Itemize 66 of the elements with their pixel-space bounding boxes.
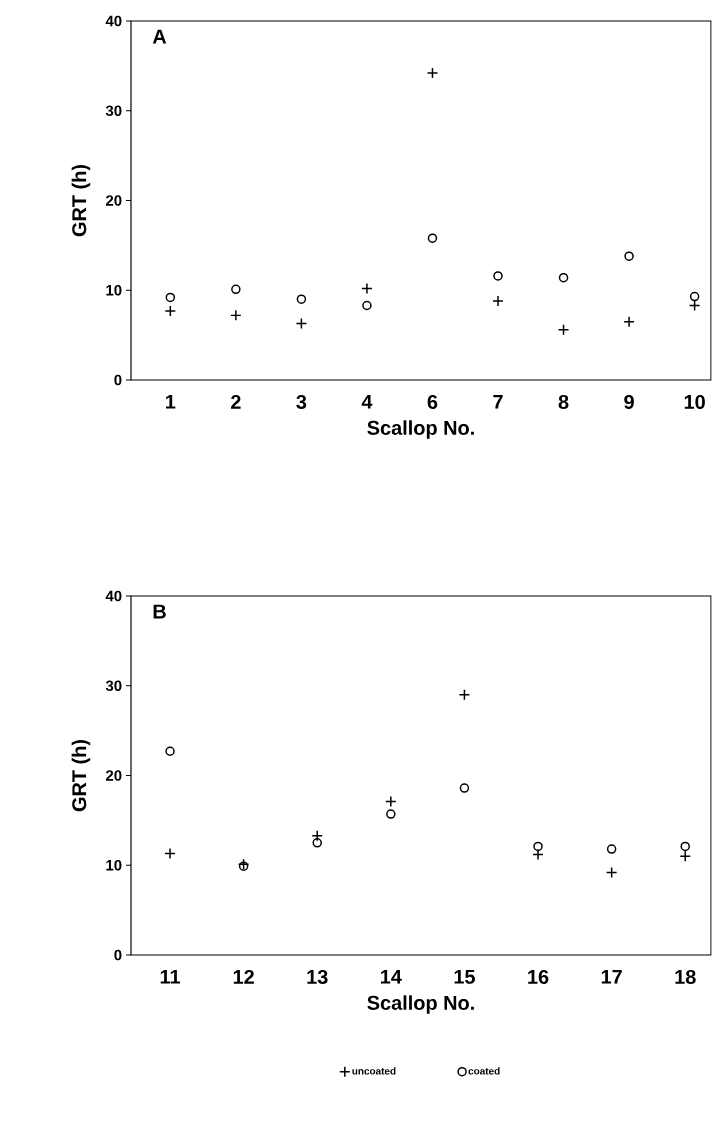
point <box>426 67 439 79</box>
point <box>385 795 397 808</box>
point <box>458 688 471 701</box>
y-tick-label: 40 <box>105 15 122 27</box>
point <box>558 323 570 336</box>
x-tick-label: 3 <box>296 394 307 410</box>
point <box>606 866 618 879</box>
point <box>165 292 176 303</box>
point <box>459 783 470 793</box>
point <box>164 305 177 317</box>
point <box>690 291 700 302</box>
x-tick-label: 12 <box>233 969 255 984</box>
y-tick-label: 10 <box>106 859 122 871</box>
point <box>680 841 691 852</box>
point <box>607 844 617 854</box>
y-tick-label: 30 <box>106 105 122 117</box>
legend-label: coated <box>468 1067 500 1075</box>
point <box>427 233 438 243</box>
y-tick-label: 30 <box>106 680 122 692</box>
y-tick-label: 0 <box>114 374 122 386</box>
y-tick-label: 0 <box>114 949 122 961</box>
point <box>296 294 307 304</box>
x-axis-title: Scallop No. <box>367 420 475 439</box>
y-tick-label: 40 <box>105 590 122 602</box>
y-tick-label: 20 <box>106 195 122 206</box>
x-tick-label: 7 <box>493 394 503 409</box>
y-tick-label: 20 <box>106 770 122 781</box>
chart-title: A <box>153 29 167 44</box>
x-tick-label: 17 <box>602 969 623 984</box>
point <box>532 848 544 861</box>
x-tick-label: 13 <box>307 969 328 985</box>
point <box>533 841 543 852</box>
point <box>165 746 175 757</box>
x-tick-label: 8 <box>558 394 569 410</box>
x-tick-label: 15 <box>454 969 476 984</box>
point <box>623 315 636 328</box>
point <box>312 838 323 848</box>
legend-label: uncoated <box>352 1067 396 1075</box>
point <box>679 850 692 863</box>
point <box>231 284 241 295</box>
x-tick-label: 4 <box>361 394 373 409</box>
point <box>311 829 324 842</box>
x-tick-label: 9 <box>624 394 635 410</box>
point <box>624 251 635 261</box>
x-tick-label: 18 <box>675 969 696 985</box>
point <box>362 300 372 311</box>
point <box>559 272 569 283</box>
x-tick-label: 11 <box>160 969 181 984</box>
x-tick-label: 16 <box>528 969 549 985</box>
y-axis-title: GRT (h) <box>71 164 91 237</box>
y-axis-title: GRT (h) <box>71 739 91 812</box>
x-axis-title: Scallop No. <box>367 995 475 1014</box>
point <box>361 282 373 295</box>
y-tick-label: 10 <box>106 284 122 296</box>
x-tick-label: 6 <box>427 394 438 410</box>
point <box>295 317 308 330</box>
point <box>230 309 242 322</box>
x-tick-label: 10 <box>684 394 706 410</box>
point <box>493 271 503 281</box>
point <box>164 847 176 860</box>
x-tick-label: 2 <box>231 394 241 409</box>
x-tick-label: 14 <box>381 969 402 984</box>
point <box>386 809 396 819</box>
x-tick-label: 1 <box>166 394 176 409</box>
chart-title: B <box>153 604 167 619</box>
point <box>492 295 504 307</box>
